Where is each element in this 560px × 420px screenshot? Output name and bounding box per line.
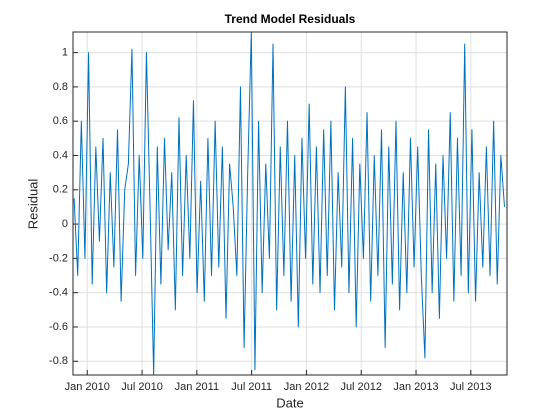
axes-box bbox=[72, 31, 508, 376]
y-axis-label: Residual bbox=[25, 179, 40, 230]
y-tick-label: -0.6 bbox=[49, 321, 68, 333]
residual-line bbox=[73, 31, 505, 376]
x-tick-label: Jan 2013 bbox=[393, 381, 438, 393]
x-tick-label: Jan 2011 bbox=[175, 381, 219, 393]
y-tick-label: 1 bbox=[62, 46, 68, 58]
y-tick-label: 0.8 bbox=[53, 81, 68, 93]
y-tick-label: -0.4 bbox=[49, 287, 68, 299]
x-tick-label: Jan 2010 bbox=[65, 381, 110, 393]
y-tick-label: 0 bbox=[62, 218, 68, 230]
x-tick-label: Jul 2012 bbox=[340, 381, 382, 393]
x-tick-label: Jan 2012 bbox=[284, 381, 329, 393]
x-tick-label: Jul 2013 bbox=[450, 381, 492, 393]
y-tick-label: -0.8 bbox=[49, 355, 68, 367]
x-axis-label: Date bbox=[276, 395, 303, 410]
y-tick-label: -0.2 bbox=[49, 252, 68, 264]
x-tick-label: Jul 2011 bbox=[231, 381, 272, 393]
chart-title: Trend Model Residuals bbox=[225, 12, 356, 26]
x-tick-label: Jul 2010 bbox=[121, 381, 163, 393]
y-tick-label: 0.2 bbox=[53, 184, 68, 196]
y-tick-label: 0.6 bbox=[53, 115, 68, 127]
y-tick-label: 0.4 bbox=[53, 149, 68, 161]
